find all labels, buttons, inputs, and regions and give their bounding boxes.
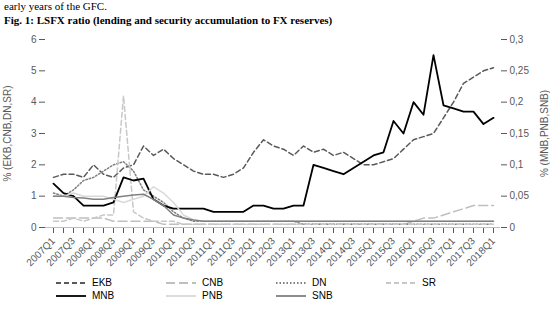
svg-text:2014Q3: 2014Q3 (324, 235, 358, 269)
svg-text:0,05: 0,05 (510, 190, 530, 201)
html-text:early years of the GFC.: early years of the GFC. (4, 0, 107, 12)
html-text:SNB: SNB (312, 290, 333, 301)
svg-text:2013Q1: 2013Q1 (264, 235, 298, 269)
svg-text:0,25: 0,25 (510, 65, 530, 76)
svg-text:2016Q1: 2016Q1 (384, 235, 418, 269)
svg-text:2012Q1: 2012Q1 (224, 235, 258, 269)
html-text:SR: SR (422, 277, 436, 288)
svg-text:2009Q3: 2009Q3 (124, 235, 158, 269)
svg-text:2012Q3: 2012Q3 (244, 235, 278, 269)
svg-text:2017Q1: 2017Q1 (424, 235, 458, 269)
svg-text:2015Q3: 2015Q3 (364, 235, 398, 269)
svg-text:2007Q3: 2007Q3 (44, 235, 78, 269)
svg-text:2: 2 (31, 159, 37, 170)
svg-text:2015Q1: 2015Q1 (344, 235, 378, 269)
svg-text:0: 0 (510, 222, 516, 233)
svg-text:2010Q1: 2010Q1 (144, 235, 178, 269)
svg-text:2007Q1: 2007Q1 (24, 235, 58, 269)
svg-text:0,15: 0,15 (510, 128, 530, 139)
html-text:MNB: MNB (92, 290, 115, 301)
svg-text:0: 0 (31, 222, 37, 233)
html-text:EKB: EKB (92, 277, 112, 288)
svg-text:% (MNB,PNB,SNB): % (MNB,PNB,SNB) (539, 90, 550, 177)
svg-text:2009Q1: 2009Q1 (104, 235, 138, 269)
svg-text:0,3: 0,3 (510, 34, 524, 45)
svg-text:5: 5 (31, 65, 37, 76)
svg-text:2011Q3: 2011Q3 (204, 235, 238, 268)
svg-text:2010Q3: 2010Q3 (164, 235, 198, 269)
svg-text:2016Q3: 2016Q3 (404, 235, 438, 269)
html-text:CNB: CNB (202, 277, 224, 288)
svg-text:2014Q1: 2014Q1 (304, 235, 338, 269)
svg-text:2017Q3: 2017Q3 (444, 235, 478, 269)
svg-text:6: 6 (31, 34, 37, 45)
svg-text:2008Q3: 2008Q3 (84, 235, 118, 269)
html-text:PNB: PNB (202, 290, 223, 301)
svg-text:2008Q1: 2008Q1 (64, 235, 98, 269)
svg-text:% (EKB,CNB,DN,SR): % (EKB,CNB,DN,SR) (2, 85, 13, 181)
svg-text:2013Q3: 2013Q3 (284, 235, 318, 269)
html-text:DN: DN (312, 277, 327, 288)
html-text:Fig. 1: LSFX ratio (lending an: Fig. 1: LSFX ratio (lending and security… (4, 14, 333, 26)
svg-text:0,1: 0,1 (510, 159, 524, 170)
svg-text:2011Q1: 2011Q1 (184, 235, 218, 268)
svg-text:1: 1 (31, 190, 37, 201)
svg-text:4: 4 (31, 96, 37, 107)
svg-text:3: 3 (31, 128, 37, 139)
svg-text:2018Q1: 2018Q1 (464, 235, 497, 268)
svg-text:0,2: 0,2 (510, 96, 524, 107)
